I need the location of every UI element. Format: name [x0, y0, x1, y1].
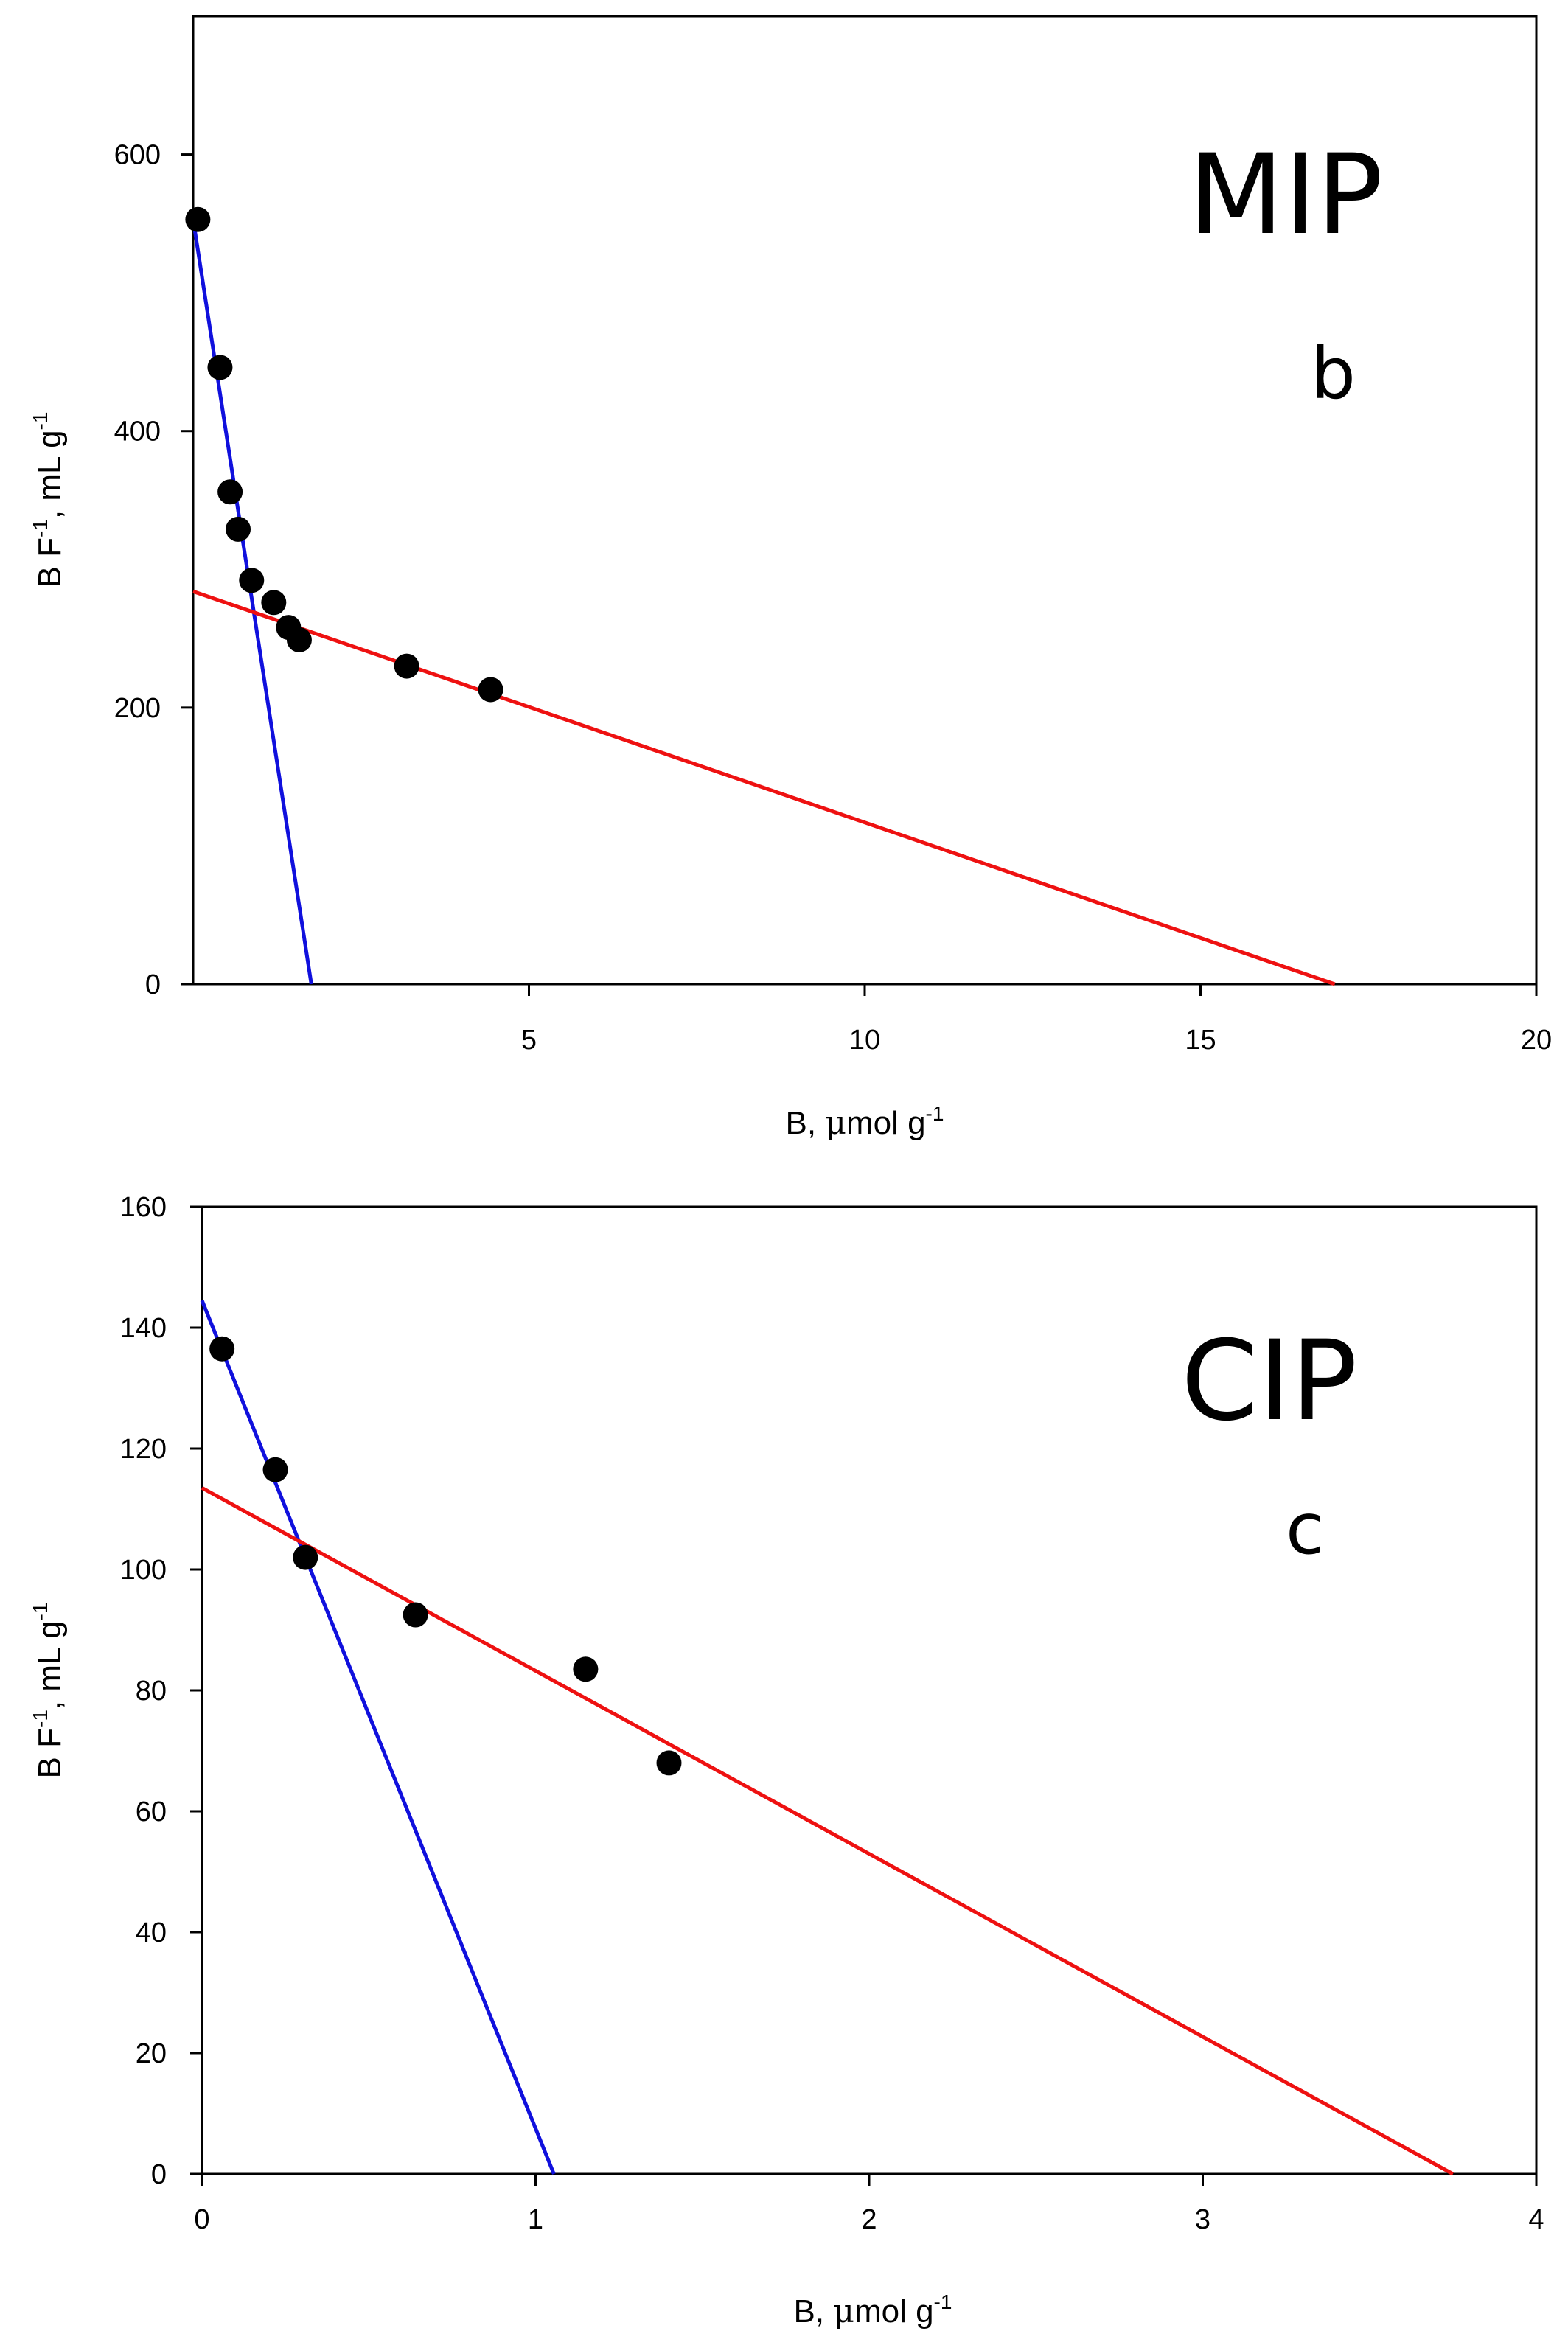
cip-y-tick-label: 0	[151, 2159, 167, 2190]
mip-y-tick-label: 200	[114, 693, 161, 724]
mip-y-ticks: 0 200 400 600	[114, 140, 193, 1000]
cip-x-tick-label: 2	[861, 2204, 877, 2235]
mip-panel-label: MIP	[1188, 131, 1383, 259]
cip-fit-lines	[200, 1300, 1454, 2176]
cip-data-point	[293, 1544, 318, 1570]
cip-y-tick-label: 160	[120, 1192, 167, 1223]
mip-x-tick-label: 20	[1521, 1025, 1552, 1056]
mip-chart: 0 200 400 600 5 10 15 20 MIP b B, μmol g-1 B F…	[29, 15, 1552, 1142]
cip-data-point	[209, 1336, 235, 1362]
mip-data-point	[261, 590, 287, 616]
cip-red-fit-line	[201, 1486, 1454, 2176]
mip-data-point	[217, 479, 243, 505]
mip-y-tick-label: 400	[114, 417, 161, 447]
cip-x-tick-label: 0	[194, 2204, 209, 2235]
mip-x-tick-label: 5	[521, 1025, 537, 1056]
mip-data-point	[286, 627, 312, 652]
cip-x-tick-label: 3	[1195, 2204, 1210, 2235]
cip-y-axis-title: B F-1, mL g-1	[29, 1603, 68, 1779]
cip-data-points	[209, 1336, 682, 1776]
cip-y-tick-label: 140	[120, 1313, 167, 1344]
mip-x-axis-title: B, μmol g-1	[786, 1102, 944, 1142]
mip-data-point	[207, 355, 233, 380]
cip-y-tick-label: 40	[136, 1917, 167, 1948]
mip-x-ticks: 5 10 15 20	[521, 984, 1552, 1056]
cip-blue-fit-line	[200, 1300, 556, 2175]
mip-fit-lines	[191, 219, 1336, 986]
cip-y-ticks: 0 20 40 60 80 100 120 140 160	[120, 1192, 202, 2190]
cip-panel-label: CIP	[1181, 1317, 1357, 1446]
mip-data-point	[185, 206, 211, 232]
mip-data-point	[226, 516, 251, 542]
cip-chart: 0 20 40 60 80 100 120 140 160 0 1 2 3 4 CIP c B, μmo…	[29, 1192, 1544, 2330]
cip-x-axis-title: B, μmol g-1	[794, 2290, 952, 2330]
mip-data-point	[478, 677, 503, 703]
mip-data-points	[185, 206, 503, 703]
mip-y-axis-title: B F-1, mL g-1	[29, 412, 68, 588]
cip-data-point	[573, 1656, 599, 1682]
mip-data-point	[239, 568, 265, 593]
mip-x-tick-label: 10	[849, 1025, 880, 1056]
cip-x-ticks: 0 1 2 3 4	[194, 2174, 1544, 2235]
cip-data-point	[262, 1457, 288, 1482]
mip-y-tick-label: 600	[114, 140, 161, 171]
mip-y-tick-label: 0	[145, 969, 161, 1000]
cip-y-tick-label: 100	[120, 1555, 167, 1586]
mip-panel-letter: b	[1311, 332, 1356, 415]
cip-data-point	[403, 1602, 428, 1628]
cip-data-point	[656, 1750, 682, 1776]
cip-y-tick-label: 20	[136, 2038, 167, 2069]
mip-x-tick-label: 15	[1185, 1025, 1216, 1056]
cip-y-tick-label: 120	[120, 1434, 167, 1465]
cip-panel-letter: c	[1286, 1488, 1325, 1570]
mip-red-fit-line	[192, 589, 1336, 986]
cip-y-tick-label: 60	[136, 1797, 167, 1827]
mip-blue-fit-line	[191, 219, 313, 985]
cip-x-tick-label: 4	[1528, 2204, 1544, 2235]
mip-data-point	[394, 653, 419, 679]
cip-x-tick-label: 1	[528, 2204, 543, 2235]
cip-y-tick-label: 80	[136, 1676, 167, 1707]
